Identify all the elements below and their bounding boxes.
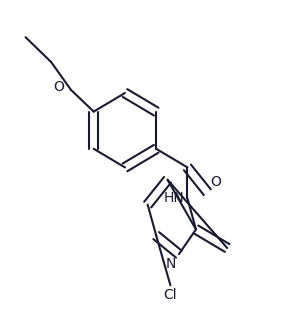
Text: Cl: Cl [164, 288, 177, 302]
Text: HN: HN [164, 191, 185, 206]
Text: O: O [53, 80, 64, 94]
Text: O: O [210, 175, 221, 189]
Text: N: N [166, 257, 176, 271]
